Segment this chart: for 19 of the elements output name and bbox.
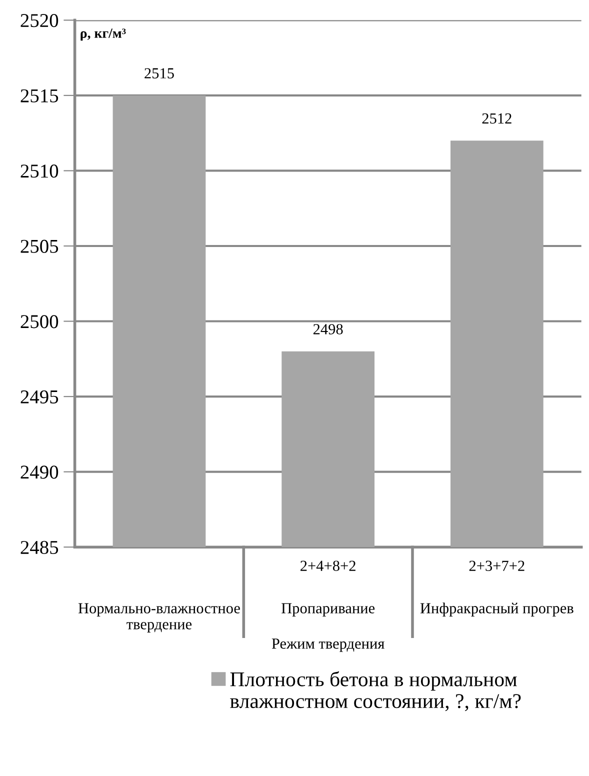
text: 2+4+8+2 [300,560,356,572]
legend-label: Плотность бетона в нормальном влажностном состоянии, ?, кг/м? [230,671,521,712]
y-tick-label: 2485 [20,540,58,554]
data-label: 2512 [482,113,512,124]
x-tick-label: Нормально-влажностное твердение [78,603,240,632]
y-tick-label: 2495 [20,390,58,404]
y-axis-title: ρ, кг/м³ [80,28,126,41]
data-label: 2515 [144,68,174,78]
y-tick-label: 2510 [20,164,58,178]
y-tick-label: 2505 [20,240,58,253]
y-tick-label: 2500 [20,315,58,328]
x-axis-title: Режим твердения [272,638,384,652]
text: 2+3+7+2 [469,560,524,572]
data-label: 2498 [313,324,343,334]
y-tick-label: 2490 [20,466,58,479]
x-tick-label: Пропаривание [282,603,375,616]
y-tick-label: 2520 [20,14,58,28]
x-tick-label: Инфракрасный прогрев [420,602,574,616]
y-tick-label: 2515 [20,89,58,102]
